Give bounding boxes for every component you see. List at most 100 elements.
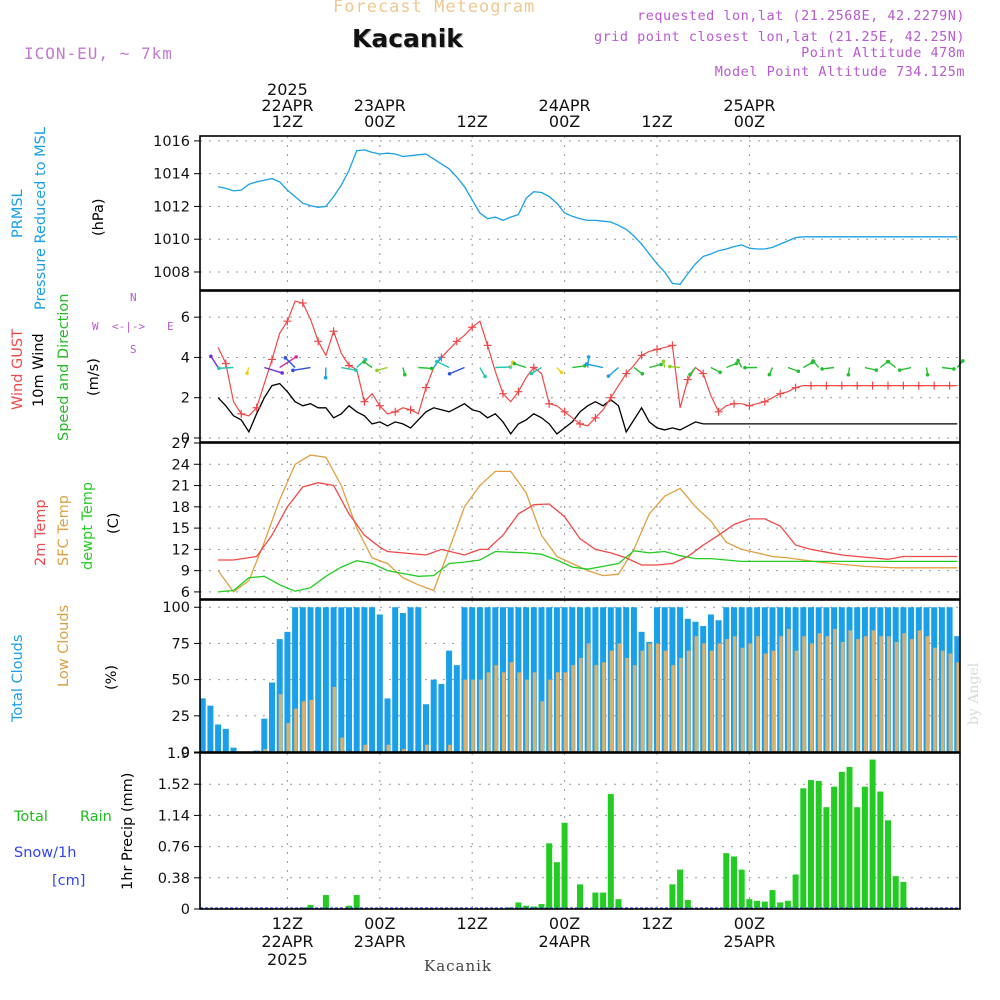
wind-direction-arrow [822,366,835,370]
rain-bar [754,900,761,909]
wind-gust-point [760,397,769,406]
wind-arrow-head [435,359,439,364]
low-cloud-bar [563,672,568,752]
low-cloud-bar [686,650,691,752]
low-cloud-bar [940,650,945,752]
low-clouds-label: Low Clouds [56,604,72,687]
wind-frame [199,290,961,443]
low-cloud-bar [494,665,498,752]
wind-direction-arrow [514,362,527,369]
wind-direction-arrow [376,366,388,372]
requested-coordinates: requested lon,lat (21.2568E, 42.2279N) [637,8,965,24]
temp-tick-label: 12 [172,542,190,558]
low-cloud-bar [478,679,483,752]
wind-arrow-head [217,366,221,371]
low-cloud-bar [902,633,906,752]
wind-gust-point [468,323,477,332]
total-cloud-bar [330,607,337,752]
low-cloud-bar [740,647,745,752]
clouds-tick-label: 0 [181,745,190,761]
bottom-time-label: 12Z [457,914,488,933]
prmsl-sublabel: Pressure Reduced to MSL [33,127,49,310]
rain-bar [869,759,876,909]
rain-bar [784,900,791,909]
location-title: Kacanik [352,24,463,53]
bottom-time-label: 00Z [549,914,580,933]
rain-bar [346,905,352,909]
top-time-label: 00Z [734,112,765,131]
low-cloud-bar [771,650,775,752]
wind-arrow-head [668,364,672,369]
top-time-label: 00Z [364,112,395,131]
low-cloud-bar [663,650,668,752]
total-cloud-bar [407,607,414,752]
wind-arrow-head [512,361,517,366]
total-cloud-bar [338,607,345,752]
rain-bar [607,794,614,909]
wind-tick-label: 2 [181,391,190,407]
total-cloud-bar [315,607,322,752]
wind-gust-point [668,341,677,350]
rain-bar [515,902,522,909]
total-cloud-bar [292,607,299,752]
wind-gust-point [853,381,862,390]
total-cloud-bar [269,682,275,752]
total-cloud-bar [361,607,368,752]
wind-gust-point [560,407,569,416]
precip-rain-label: Rain [80,809,112,825]
bottom-time-label: 25APR [723,932,775,951]
low-cloud-bar [448,744,452,752]
rain-bar [684,899,691,909]
total-cloud-bar [307,607,314,752]
low-cloud-bar [263,749,267,752]
rain-bar [600,892,607,909]
wind-direction-arrow [726,362,737,369]
bottom-time-label: 00Z [734,914,765,933]
wind-arrow-head [796,369,801,374]
wind-gust-point [329,327,338,336]
wind-arrow-head [403,372,407,377]
wind-direction-arrow [264,366,283,374]
wind-direction-label: Speed and Direction [56,293,72,441]
top-time-label: 23APR [354,96,406,115]
wind-direction-arrow [899,366,912,371]
rain-bar [523,905,530,909]
low-cloud-bar [763,653,768,752]
low-cloud-bar [717,643,722,752]
low-cloud-bar [525,679,529,752]
rain-bar [800,788,807,909]
total-cloud-bar [453,665,460,752]
wind-tick-label: 4 [181,350,190,366]
low-cloud-bar [579,657,583,752]
wind-arrow-head [291,368,295,373]
rain-bar [885,820,891,909]
wind-arrow-head [820,367,824,371]
total-cloud-bar [284,631,291,752]
wind-arrow-head [280,371,284,375]
wind-gust-point [345,361,353,370]
low-cloud-bar [286,723,290,752]
low-cloud-bar [656,643,660,752]
wind-gust-point [945,381,954,390]
low-cloud-bar [863,636,868,752]
rain-bar [808,780,814,909]
low-cloud-bar [756,636,760,752]
clouds-tick-label: 25 [172,709,190,725]
low-cloud-bar [817,633,822,752]
wind-direction-arrow [279,356,297,369]
low-cloud-bar [733,636,737,752]
low-cloud-bar [340,737,344,752]
low-cloud-bar [555,672,560,752]
prmsl-line [217,149,958,285]
wind-direction-arrow [649,363,662,369]
wind-arrow-head [718,370,722,375]
temp-tick-label: 9 [181,564,190,580]
low-cloud-bar [386,744,390,752]
rain-bar [831,786,838,909]
precip-total-label: Total [14,809,48,825]
wind-gust-point [360,397,369,406]
wind-gust-point [283,317,292,326]
low-cloud-bar [802,636,806,752]
rain-bar [838,771,845,909]
rain-bar [861,786,868,909]
